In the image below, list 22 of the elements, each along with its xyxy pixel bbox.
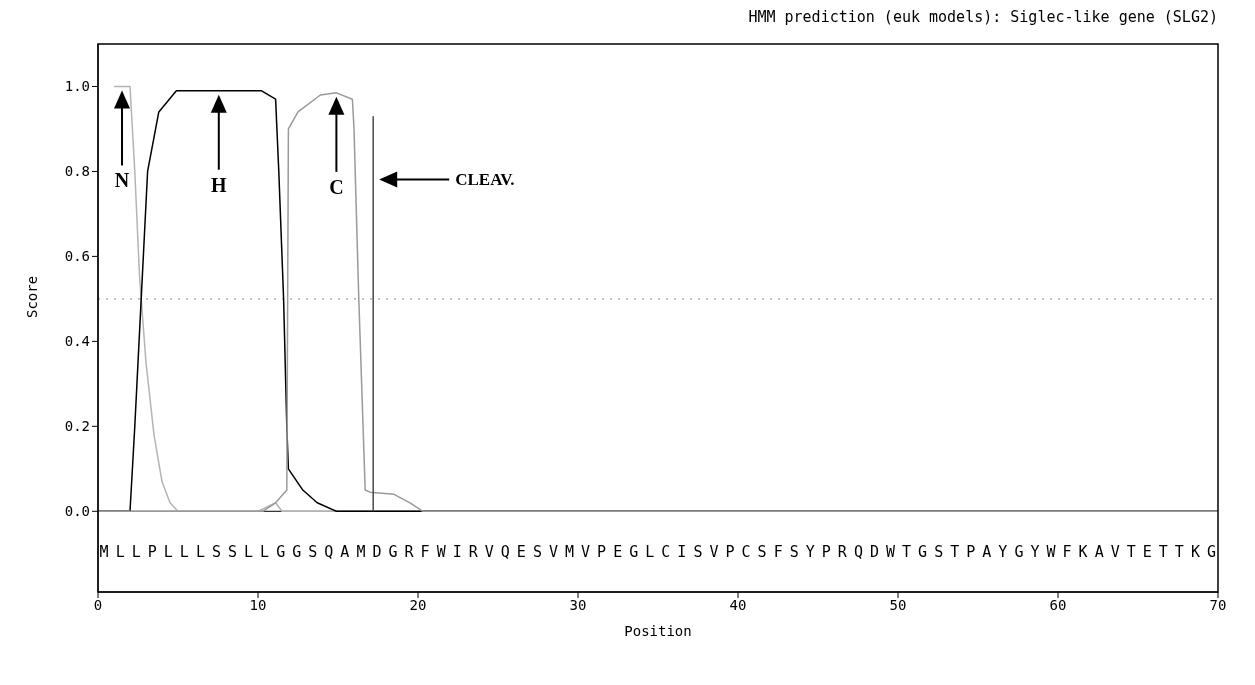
y-tick-label: 0.2 <box>64 418 90 435</box>
annotation: CLEAV. <box>455 170 515 190</box>
x-tick-label: 70 <box>1209 596 1227 613</box>
x-tick-label: 60 <box>1049 596 1067 613</box>
y-tick-label: 1.0 <box>64 78 90 95</box>
annotation: N <box>114 169 130 192</box>
y-tick-label: 0.0 <box>64 503 90 520</box>
x-tick-label: 0 <box>93 596 103 613</box>
y-tick-label: 0.8 <box>64 163 90 180</box>
annotation: MLLPLLLSSLLGGSQAMDGRFWIRVQESVMVPEGLCISVPCSFSYPRQDWTGSTPAYGYWFKAVTETTKG <box>99 542 1216 561</box>
chart-title: HMM prediction (euk models): Siglec-like gene (SLG2) <box>747 8 1219 28</box>
x-tick-label: 10 <box>249 596 267 613</box>
x-tick-label: 40 <box>729 596 747 613</box>
x-axis-title: Position <box>624 623 692 639</box>
x-tick-label: 50 <box>889 596 907 613</box>
x-tick-label: 20 <box>409 596 427 613</box>
y-tick-label: 0.6 <box>64 248 90 265</box>
y-tick-label: 0.4 <box>64 333 90 350</box>
x-tick-label: 30 <box>569 596 587 613</box>
annotation: H <box>211 173 228 196</box>
y-axis-title: Score <box>23 275 40 318</box>
annotation: C <box>329 175 344 198</box>
